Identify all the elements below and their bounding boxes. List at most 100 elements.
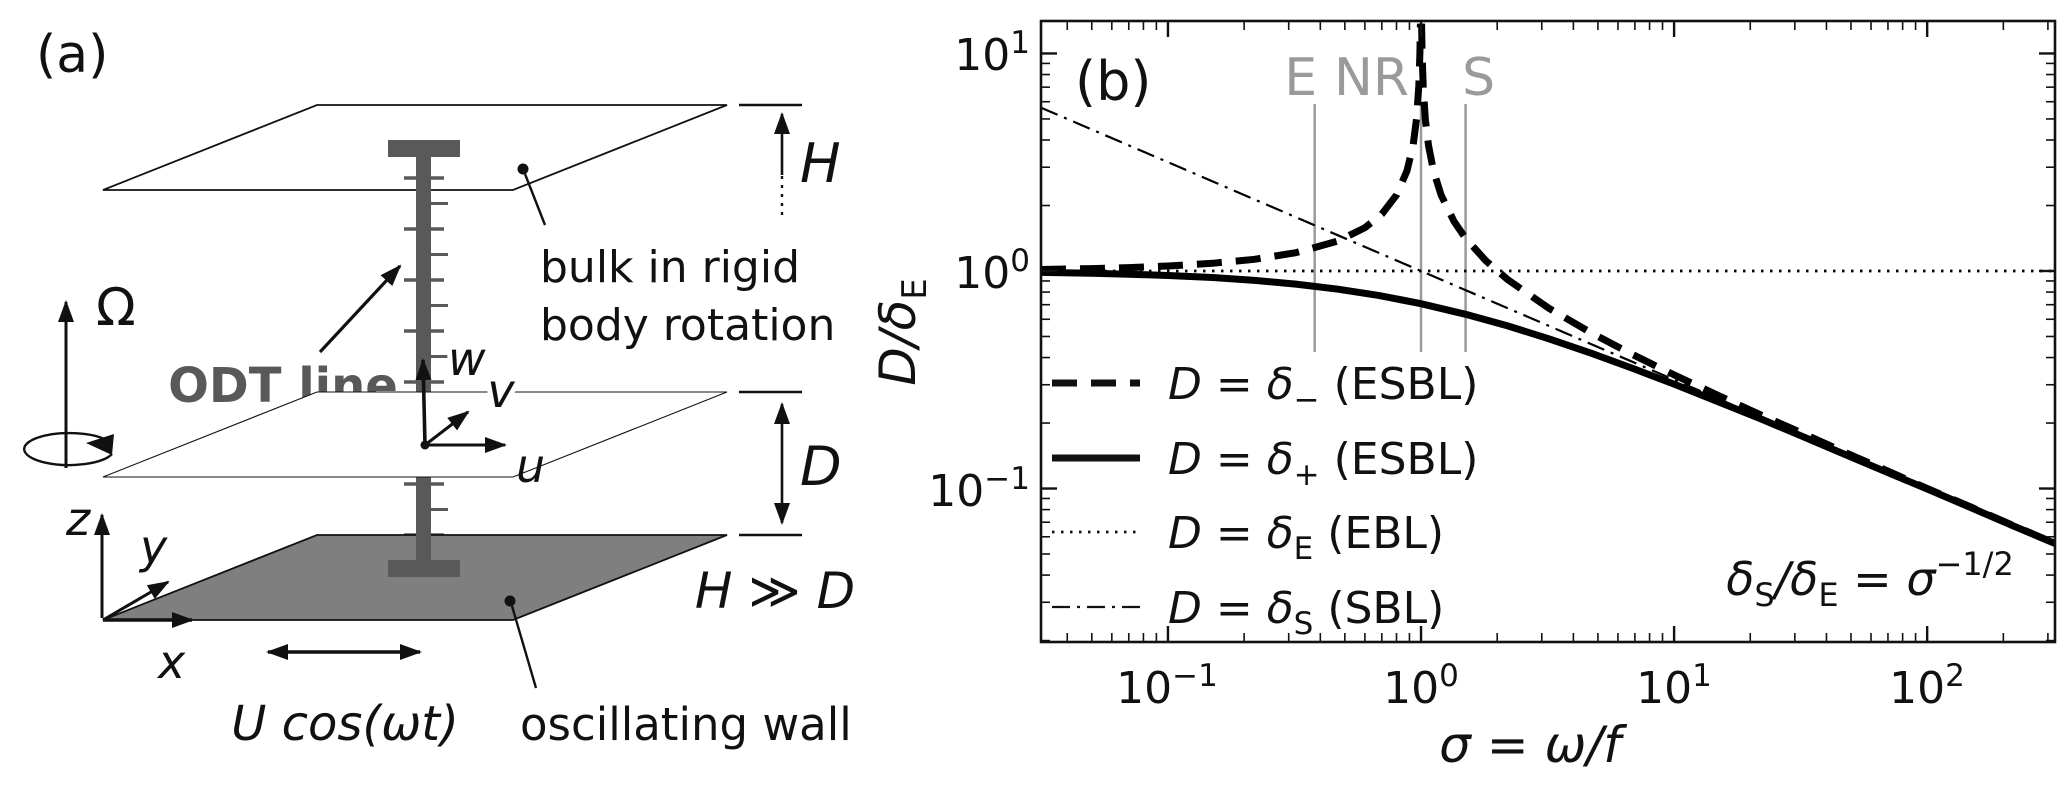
legend: D = δ− (ESBL) D = δ+ (ESBL) D = δE (EBL)…	[1052, 359, 1478, 642]
legend-label-3: D = δS (SBL)	[1168, 583, 1444, 642]
tick-exp: −1	[984, 461, 1030, 497]
w-label: w	[448, 332, 486, 386]
bulk-pointer-dot	[517, 163, 529, 175]
odt-ruler-foot	[416, 520, 431, 563]
odt-ruler-bottom-bar2	[388, 560, 460, 577]
tick-exp: 0	[1439, 658, 1459, 694]
y-axis-label-main: D/δ	[869, 300, 927, 386]
legend-sub: −	[1294, 382, 1320, 418]
wall-pointer-line	[510, 605, 538, 689]
legend-delta: δ	[1267, 583, 1294, 634]
z-label: z	[65, 492, 91, 546]
y-tick-label-10e0: 100	[954, 243, 1030, 299]
tick-exp: 1	[1692, 658, 1712, 694]
annot-delta1: δ	[1726, 552, 1754, 606]
legend-post: (ESBL)	[1320, 359, 1479, 410]
bulk-label-line1: bulk in rigid	[540, 242, 800, 293]
annot-sigma: σ	[1906, 552, 1937, 606]
x-tick-label-10e0: 100	[1383, 658, 1459, 714]
panel-b-label: (b)	[1075, 50, 1151, 113]
tick-base: 10	[954, 248, 1010, 299]
x-tick-label-10e2: 102	[1889, 658, 1965, 714]
y-axis-label: D/δE	[869, 278, 935, 385]
forcing-label: U cos(ωt)	[231, 696, 459, 752]
velocity-arrow-w	[415, 358, 432, 446]
legend-post: (EBL)	[1313, 508, 1444, 559]
legend-eq: =	[1202, 583, 1267, 634]
regime-label-nr: NR	[1334, 48, 1409, 108]
legend-sub: +	[1294, 457, 1320, 493]
plot-frame	[1039, 19, 2057, 644]
odt-ruler-top-bar	[388, 140, 460, 157]
rotation-direction-arrowhead	[86, 434, 114, 455]
wall-label: oscillating wall	[520, 698, 852, 751]
y-axis-label-sub: E	[895, 278, 935, 299]
legend-post: (SBL)	[1313, 583, 1444, 634]
legend-var: D	[1168, 434, 1202, 485]
x-axis-label: σ = ω/f	[1439, 716, 1627, 774]
asymptote-annotation: δS/δE = σ−1/2	[1726, 545, 2014, 614]
curve-dashdot	[1041, 106, 2055, 545]
tick-exp: −1	[1172, 658, 1218, 694]
legend-eq: =	[1202, 434, 1267, 485]
velocity-arrow-v	[424, 410, 470, 447]
bulk-label-line2: body rotation	[540, 300, 835, 351]
scale-relation-label: H ≫ D	[695, 562, 855, 620]
d-label: D	[800, 435, 842, 498]
legend-var: D	[1168, 583, 1202, 634]
annot-sup: −1/2	[1935, 545, 2013, 583]
legend-sub: E	[1294, 531, 1314, 567]
annot-sub1: S	[1754, 576, 1774, 614]
tick-base: 10	[1383, 663, 1439, 714]
tick-exp: 2	[1945, 658, 1965, 694]
bulk-pointer-line	[523, 173, 547, 226]
odt-pointer-arrow	[318, 264, 402, 354]
legend-eq: =	[1202, 359, 1267, 410]
panel-a-label: (a)	[36, 25, 108, 85]
rotation-direction-arc	[22, 431, 113, 467]
tick-exp: 0	[1010, 243, 1030, 279]
y-tick-label-10e-1: 10−1	[928, 461, 1030, 517]
y-axis-arrow	[102, 580, 170, 622]
legend-delta: δ	[1267, 434, 1294, 485]
oscillating-wall-plane	[102, 534, 728, 621]
u-label: u	[516, 439, 545, 493]
omega-label: Ω	[96, 278, 136, 338]
curve-thick-dashed	[1418, 23, 2055, 547]
y-tick-label-10e1: 101	[954, 25, 1030, 81]
legend-delta: δ	[1267, 359, 1294, 410]
legend-eq: =	[1202, 508, 1267, 559]
regime-label-e: E	[1284, 48, 1317, 108]
tick-base: 10	[928, 466, 984, 517]
legend-label-2: D = δE (EBL)	[1168, 508, 1444, 567]
h-label: H	[800, 132, 841, 195]
tick-base: 10	[1116, 663, 1172, 714]
axis-ticks	[1041, 21, 2055, 642]
annot-sub2: E	[1818, 576, 1838, 614]
curve-layer	[1041, 23, 2055, 547]
annot-eq: =	[1839, 552, 1907, 606]
regime-label-s: S	[1462, 48, 1495, 108]
panel-b: (b) E NR S 101 100 10−1 10−1 100 101 102…	[869, 19, 2057, 774]
tick-base: 10	[954, 30, 1010, 81]
legend-delta: δ	[1267, 508, 1294, 559]
tick-base: 10	[1636, 663, 1692, 714]
legend-sub: S	[1294, 606, 1314, 642]
panel-a: (a) H Ω ODT line bulk in rigid body rota…	[22, 25, 855, 752]
v-label: v	[487, 364, 515, 418]
legend-var: D	[1168, 508, 1202, 559]
x-tick-label-10e1: 101	[1636, 658, 1712, 714]
tick-base: 10	[1889, 663, 1945, 714]
x-tick-label-10e-1: 10−1	[1116, 658, 1218, 714]
legend-var: D	[1168, 359, 1202, 410]
legend-label-1: D = δ+ (ESBL)	[1168, 434, 1478, 493]
legend-label-0: D = δ− (ESBL)	[1168, 359, 1478, 418]
y-label: y	[138, 520, 168, 574]
tick-exp: 1	[1010, 25, 1030, 61]
x-label: x	[156, 635, 186, 689]
legend-post: (ESBL)	[1320, 434, 1479, 485]
regime-lines	[1313, 104, 1467, 352]
wall-pointer-dot	[504, 595, 516, 607]
